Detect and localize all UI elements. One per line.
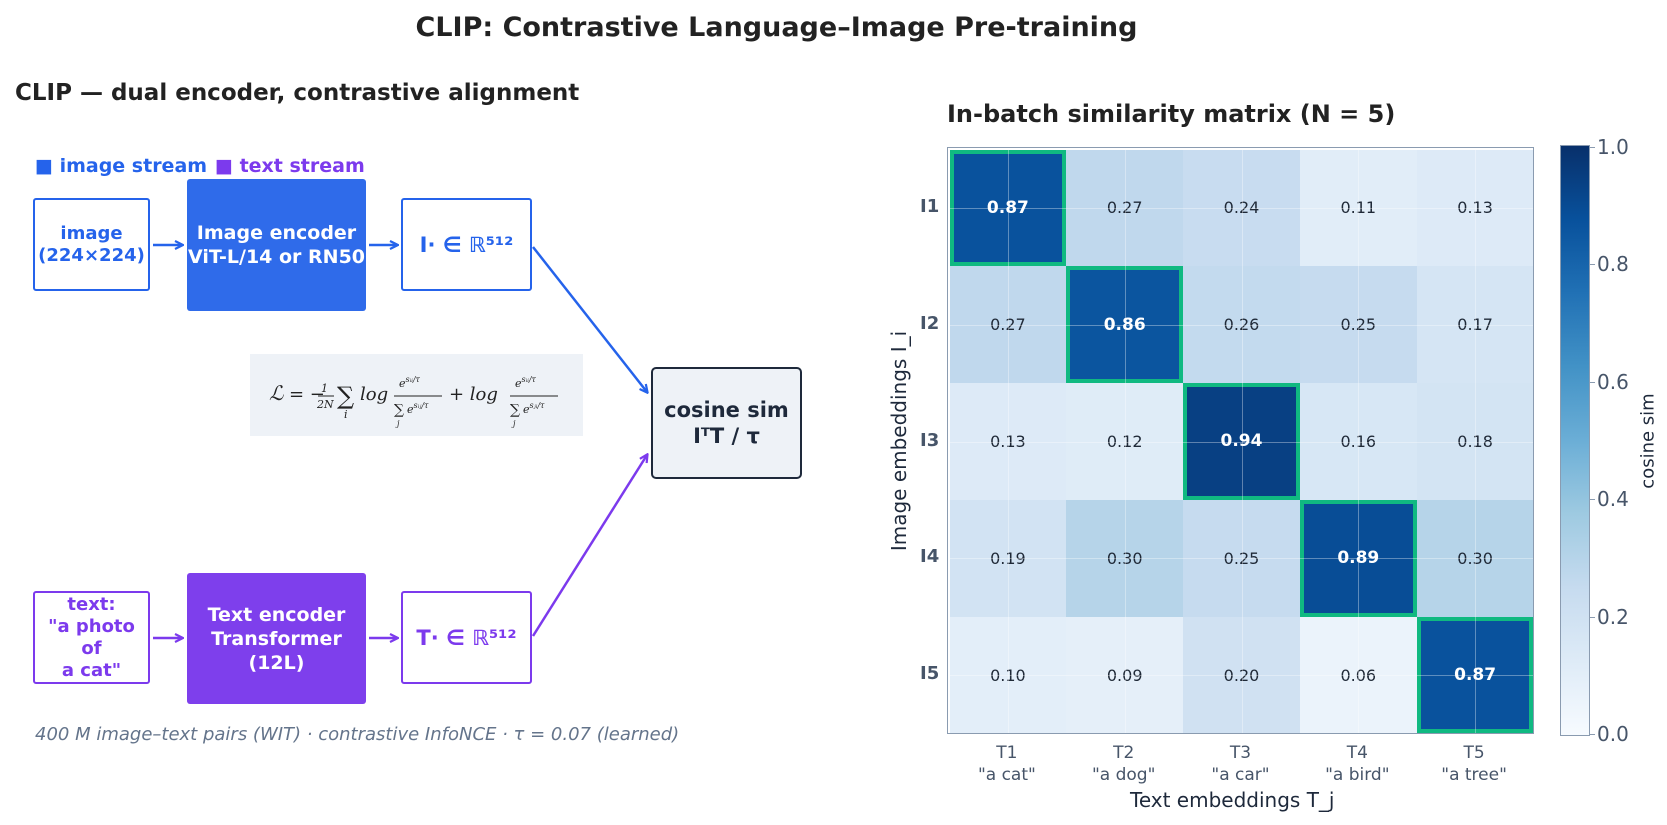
heatmap-cell: 0.06 bbox=[1299, 616, 1417, 734]
row-label: I4 bbox=[920, 546, 940, 568]
flow-arrows bbox=[153, 0, 850, 825]
colorbar-tick-mark bbox=[1590, 381, 1595, 383]
cosine-similarity-label: cosine sim IᵀT / τ bbox=[664, 398, 789, 448]
column-label: T4 "a bird" bbox=[1298, 742, 1416, 786]
image-encoder-label: Image encoder ViT-L/14 or RN50 bbox=[187, 222, 366, 268]
legend-image-stream: ■ image stream bbox=[35, 155, 208, 177]
main-title: CLIP: Contrastive Language–Image Pre-tra… bbox=[415, 12, 1138, 43]
heatmap-cell: 0.09 bbox=[1066, 616, 1184, 734]
column-label-id: T2 bbox=[1113, 743, 1135, 763]
heatmap-cell: 0.13 bbox=[949, 383, 1067, 500]
heatmap-cell: 0.27 bbox=[949, 266, 1067, 384]
heatmap-cell: 0.25 bbox=[1183, 499, 1300, 617]
svg-text:j: j bbox=[395, 419, 400, 428]
colorbar-tick-mark bbox=[1590, 264, 1595, 266]
svg-text:+ log: + log bbox=[449, 384, 498, 405]
text-input-box: text: "a photo of a cat" bbox=[33, 591, 150, 684]
footnote: 400 M image–text pairs (WIT) · contrasti… bbox=[35, 724, 680, 745]
left-panel-title: CLIP — dual encoder, contrastive alignme… bbox=[15, 80, 580, 106]
row-label: I2 bbox=[920, 312, 940, 334]
image-embedding-box: I· ∈ ℝ⁵¹² bbox=[401, 198, 532, 291]
arrow-image-embedding-to-cosine bbox=[532, 246, 647, 392]
row-label: I5 bbox=[920, 663, 940, 685]
svg-text:∑: ∑ bbox=[394, 402, 404, 418]
column-label-id: T4 bbox=[1346, 743, 1368, 763]
svg-text:j: j bbox=[511, 419, 516, 428]
image-input-box: image (224×224) bbox=[33, 198, 150, 291]
column-label-caption: "a cat" bbox=[977, 765, 1036, 785]
column-label-id: T1 bbox=[996, 743, 1018, 763]
legend-text-stream: ■ text stream bbox=[215, 155, 365, 177]
heatmap-cell: 0.17 bbox=[1416, 266, 1534, 384]
colorbar-tick-label: 0.0 bbox=[1597, 722, 1629, 746]
heatmap-cell: 0.11 bbox=[1299, 149, 1417, 267]
colorbar-tick-mark bbox=[1590, 616, 1595, 618]
heatmap-cell-diagonal: 0.89 bbox=[1299, 499, 1417, 617]
row-label: I1 bbox=[920, 195, 940, 217]
column-label: T1 "a cat" bbox=[948, 742, 1066, 786]
column-label-caption: "a bird" bbox=[1325, 765, 1390, 785]
colorbar-tick-label: 0.2 bbox=[1597, 604, 1629, 629]
heatmap-cell: 0.25 bbox=[1299, 266, 1417, 384]
colorbar-tick-mark bbox=[1590, 499, 1595, 501]
y-axis-title: Image embeddings I_i bbox=[887, 330, 911, 552]
image-encoder-box: Image encoder ViT-L/14 or RN50 bbox=[187, 179, 366, 311]
column-label: T2 "a dog" bbox=[1065, 742, 1183, 786]
svg-text:∑: ∑ bbox=[510, 402, 520, 418]
colorbar-tick-mark bbox=[1590, 147, 1595, 148]
column-label-caption: "a dog" bbox=[1091, 765, 1156, 785]
row-label: I3 bbox=[920, 429, 940, 451]
heatmap-cell: 0.12 bbox=[1066, 383, 1184, 500]
heatmap-cell-diagonal: 0.86 bbox=[1066, 266, 1184, 384]
heatmap-cell: 0.10 bbox=[949, 616, 1067, 734]
colorbar-tick-label: 0.6 bbox=[1597, 369, 1629, 394]
column-label-id: T3 bbox=[1229, 743, 1252, 763]
text-embedding-label: T· ∈ ℝ⁵¹² bbox=[416, 625, 517, 650]
text-encoder-box: Text encoder Transformer (12L) bbox=[187, 573, 366, 704]
svg-text:ℒ: ℒ bbox=[269, 381, 284, 405]
heatmap-cell: 0.24 bbox=[1183, 149, 1300, 267]
heatmap-cell-diagonal: 0.87 bbox=[949, 149, 1067, 267]
heatmap-cell: 0.18 bbox=[1416, 383, 1534, 500]
svg-text:log: log bbox=[360, 384, 388, 405]
cosine-similarity-box: cosine sim IᵀT / τ bbox=[651, 367, 802, 479]
column-label: T5 "a tree" bbox=[1415, 742, 1533, 786]
x-axis-title: Text embeddings T_j bbox=[1130, 788, 1335, 812]
image-input-label: image (224×224) bbox=[38, 222, 145, 266]
heatmap-cell: 0.27 bbox=[1066, 149, 1184, 267]
text-embedding-box: T· ∈ ℝ⁵¹² bbox=[401, 591, 532, 684]
colorbar-tick-label: 0.4 bbox=[1597, 487, 1629, 512]
column-label-id: T5 bbox=[1463, 743, 1485, 763]
svg-text:1: 1 bbox=[321, 382, 328, 395]
svg-text:i: i bbox=[344, 408, 348, 421]
column-label-caption: "a car" bbox=[1211, 765, 1270, 785]
arrow-text-embedding-to-cosine bbox=[531, 455, 647, 637]
colorbar bbox=[1560, 145, 1590, 736]
colorbar-tick-mark bbox=[1590, 734, 1595, 735]
column-label-caption: "a tree" bbox=[1441, 765, 1507, 785]
colorbar-tick-label: 1.0 bbox=[1597, 135, 1629, 159]
svg-text:2N: 2N bbox=[316, 398, 334, 411]
svg-text:∑: ∑ bbox=[337, 382, 354, 410]
svg-text:= −: = − bbox=[289, 384, 325, 405]
heatmap-title: In-batch similarity matrix (N = 5) bbox=[947, 100, 1396, 128]
loss-formula-graphic: ℒ = − 1 2N ∑ i log esᵢᵢ/τ ∑ esᵢⱼ/τ j + l… bbox=[269, 375, 558, 428]
colorbar-label: cosine sim bbox=[1637, 393, 1659, 489]
heatmap-cell: 0.16 bbox=[1299, 383, 1417, 500]
heatmap-cell-diagonal: 0.94 bbox=[1183, 383, 1300, 500]
heatmap-cell-diagonal: 0.87 bbox=[1416, 616, 1534, 734]
heatmap-cell: 0.20 bbox=[1183, 616, 1300, 734]
heatmap-cell: 0.19 bbox=[949, 499, 1067, 617]
heatmap-cell: 0.13 bbox=[1416, 149, 1534, 267]
similarity-heatmap: 0.87 0.27 0.24 0.11 0.13 0.27 0.86 0.26 0.25 0.17… bbox=[947, 147, 1534, 734]
column-label: T3 "a car" bbox=[1182, 742, 1300, 786]
text-input-label: text: "a photo of a cat" bbox=[48, 593, 135, 681]
image-embedding-label: I· ∈ ℝ⁵¹² bbox=[419, 232, 514, 257]
heatmap-cell: 0.26 bbox=[1183, 266, 1300, 384]
infonce-loss-formula: ℒ = − 1 2N ∑ i log esᵢᵢ/τ ∑ esᵢⱼ/τ j + l… bbox=[250, 354, 583, 436]
text-encoder-label: Text encoder Transformer (12L) bbox=[207, 603, 346, 674]
colorbar-tick-label: 0.8 bbox=[1597, 252, 1629, 277]
heatmap-cell: 0.30 bbox=[1416, 499, 1534, 617]
heatmap-cell: 0.30 bbox=[1066, 499, 1184, 617]
